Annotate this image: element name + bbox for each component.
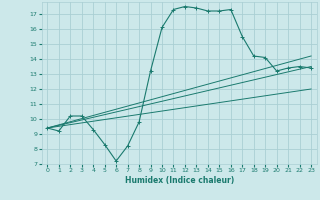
X-axis label: Humidex (Indice chaleur): Humidex (Indice chaleur): [124, 176, 234, 185]
